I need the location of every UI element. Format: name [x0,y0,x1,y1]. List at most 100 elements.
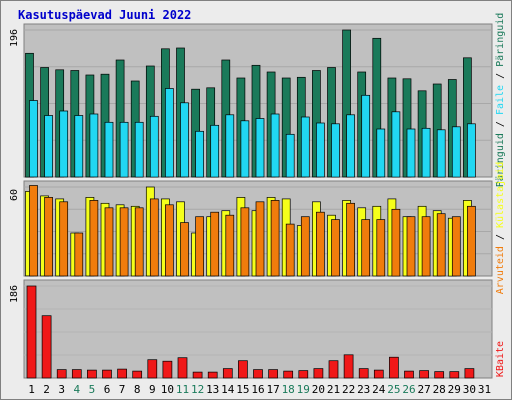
side-label-part: / [495,67,506,85]
side-label-top: Päringuid / Faile / Päringuid [495,13,506,188]
x-axis: 1 2 3 4 5 6 7 8 9 10 11 12 13 14 15 16 17 18 19 20 21 22 23 24 2… [28,383,491,396]
bar-middle-sites-26 [406,216,416,277]
bar-top-files-8 [134,121,144,178]
bar-bottom-kbytes-15 [238,360,248,379]
plot-area-bottom [23,279,493,379]
side-label-part: / [495,115,506,133]
bar-middle-sites-9 [149,198,159,277]
bar-top-files-29 [451,126,461,178]
x-tick-label: 10 [161,383,174,396]
bar-bottom-kbytes-20 [313,368,324,379]
side-label-bottom: KBaite [495,341,506,377]
x-tick-label: 27 [417,383,430,396]
bar-top-files-12 [195,130,204,178]
bar-top-files-16 [255,118,265,178]
bar-bottom-kbytes-23 [358,368,369,379]
side-label-part: Faile [495,85,506,115]
bar-middle-sites-3 [59,201,69,277]
bar-middle-sites-8 [134,207,144,277]
x-tick-label: 13 [206,383,219,396]
bar-middle-sites-20 [316,211,325,277]
x-tick-label: 3 [58,383,65,396]
bar-bottom-kbytes-13 [207,371,218,379]
side-label-part: Külastajaid [495,162,506,228]
x-tick-label: 30 [463,383,476,396]
bar-bottom-kbytes-1 [26,285,37,379]
bar-middle-sites-6 [104,207,114,277]
bar-bottom-kbytes-21 [328,360,339,379]
side-label-middle: Arvuteid / Külastajaid [495,162,506,294]
bar-middle-sites-10 [165,204,174,277]
bar-top-files-3 [59,110,69,178]
x-tick-label: 11 [176,383,189,396]
bar-middle-sites-19 [300,216,310,277]
side-label-part: KBaite [495,341,506,377]
bar-middle-sites-4 [74,232,84,277]
bar-top-files-11 [180,102,189,178]
bar-top-files-22 [346,114,355,178]
bar-middle-sites-7 [119,207,129,277]
bar-top-files-21 [331,123,340,178]
x-tick-label: 9 [149,383,156,396]
bar-bottom-kbytes-16 [253,369,263,379]
bar-bottom-kbytes-24 [373,369,384,379]
bar-middle-sites-25 [391,208,401,277]
bar-top-files-15 [240,120,250,178]
bar-top-files-7 [119,121,129,178]
y-max-label-top: 196 [9,29,20,47]
bar-bottom-kbytes-7 [117,368,127,379]
bar-bottom-kbytes-12 [192,371,203,379]
side-label-part: Arvuteid [495,246,506,294]
bar-bottom-kbytes-2 [41,315,52,379]
chart-panels: 196 60 186 [9,23,493,379]
bar-middle-sites-23 [361,219,371,277]
chart-title: Kasutuspäevad Juuni 2022 [18,8,191,22]
bar-bottom-kbytes-4 [71,369,82,379]
bar-middle-sites-14 [225,214,235,277]
bar-middle-sites-27 [421,216,431,277]
bar-top-files-2 [44,115,53,178]
bar-top-files-25 [391,111,401,178]
x-tick-label: 18 [282,383,295,396]
bar-top-files-24 [376,128,386,178]
bar-middle-sites-12 [195,216,204,277]
x-tick-label: 21 [327,383,340,396]
bar-bottom-kbytes-29 [449,371,460,379]
bar-top-files-1 [29,100,38,178]
bar-middle-sites-22 [346,202,355,277]
x-tick-label: 17 [266,383,279,396]
bar-bottom-kbytes-25 [389,356,399,379]
bar-top-files-26 [406,128,416,178]
x-tick-label: 28 [433,383,446,396]
bar-bottom-kbytes-10 [162,360,173,379]
x-tick-label: 26 [402,383,415,396]
bar-bottom-kbytes-6 [102,369,112,379]
x-tick-label: 22 [342,383,355,396]
side-label-part: Päringuid [495,13,506,67]
bar-bottom-kbytes-8 [132,370,143,379]
bar-middle-sites-1 [29,185,38,277]
bar-middle-sites-13 [210,211,220,277]
y-max-label-bottom: 186 [9,285,20,303]
x-tick-label: 15 [236,383,249,396]
x-tick-label: 1 [28,383,35,396]
bar-middle-sites-21 [331,219,340,277]
bar-middle-sites-2 [44,197,53,277]
bar-top-files-6 [104,121,114,178]
bar-top-files-17 [270,113,280,178]
bar-top-files-19 [300,116,310,178]
bar-middle-sites-11 [180,222,189,277]
bar-middle-sites-30 [467,205,476,277]
bar-bottom-kbytes-27 [419,370,429,379]
bar-top-files-20 [316,122,325,178]
bar-top-files-27 [421,127,431,178]
x-tick-label: 19 [297,383,310,396]
x-tick-label: 29 [448,383,461,396]
bar-middle-sites-28 [436,213,446,277]
bar-top-files-28 [436,129,446,178]
x-tick-label: 12 [191,383,204,396]
bar-bottom-kbytes-14 [222,368,233,379]
side-label-part: / [495,228,506,246]
y-max-label-middle: 60 [9,189,20,201]
